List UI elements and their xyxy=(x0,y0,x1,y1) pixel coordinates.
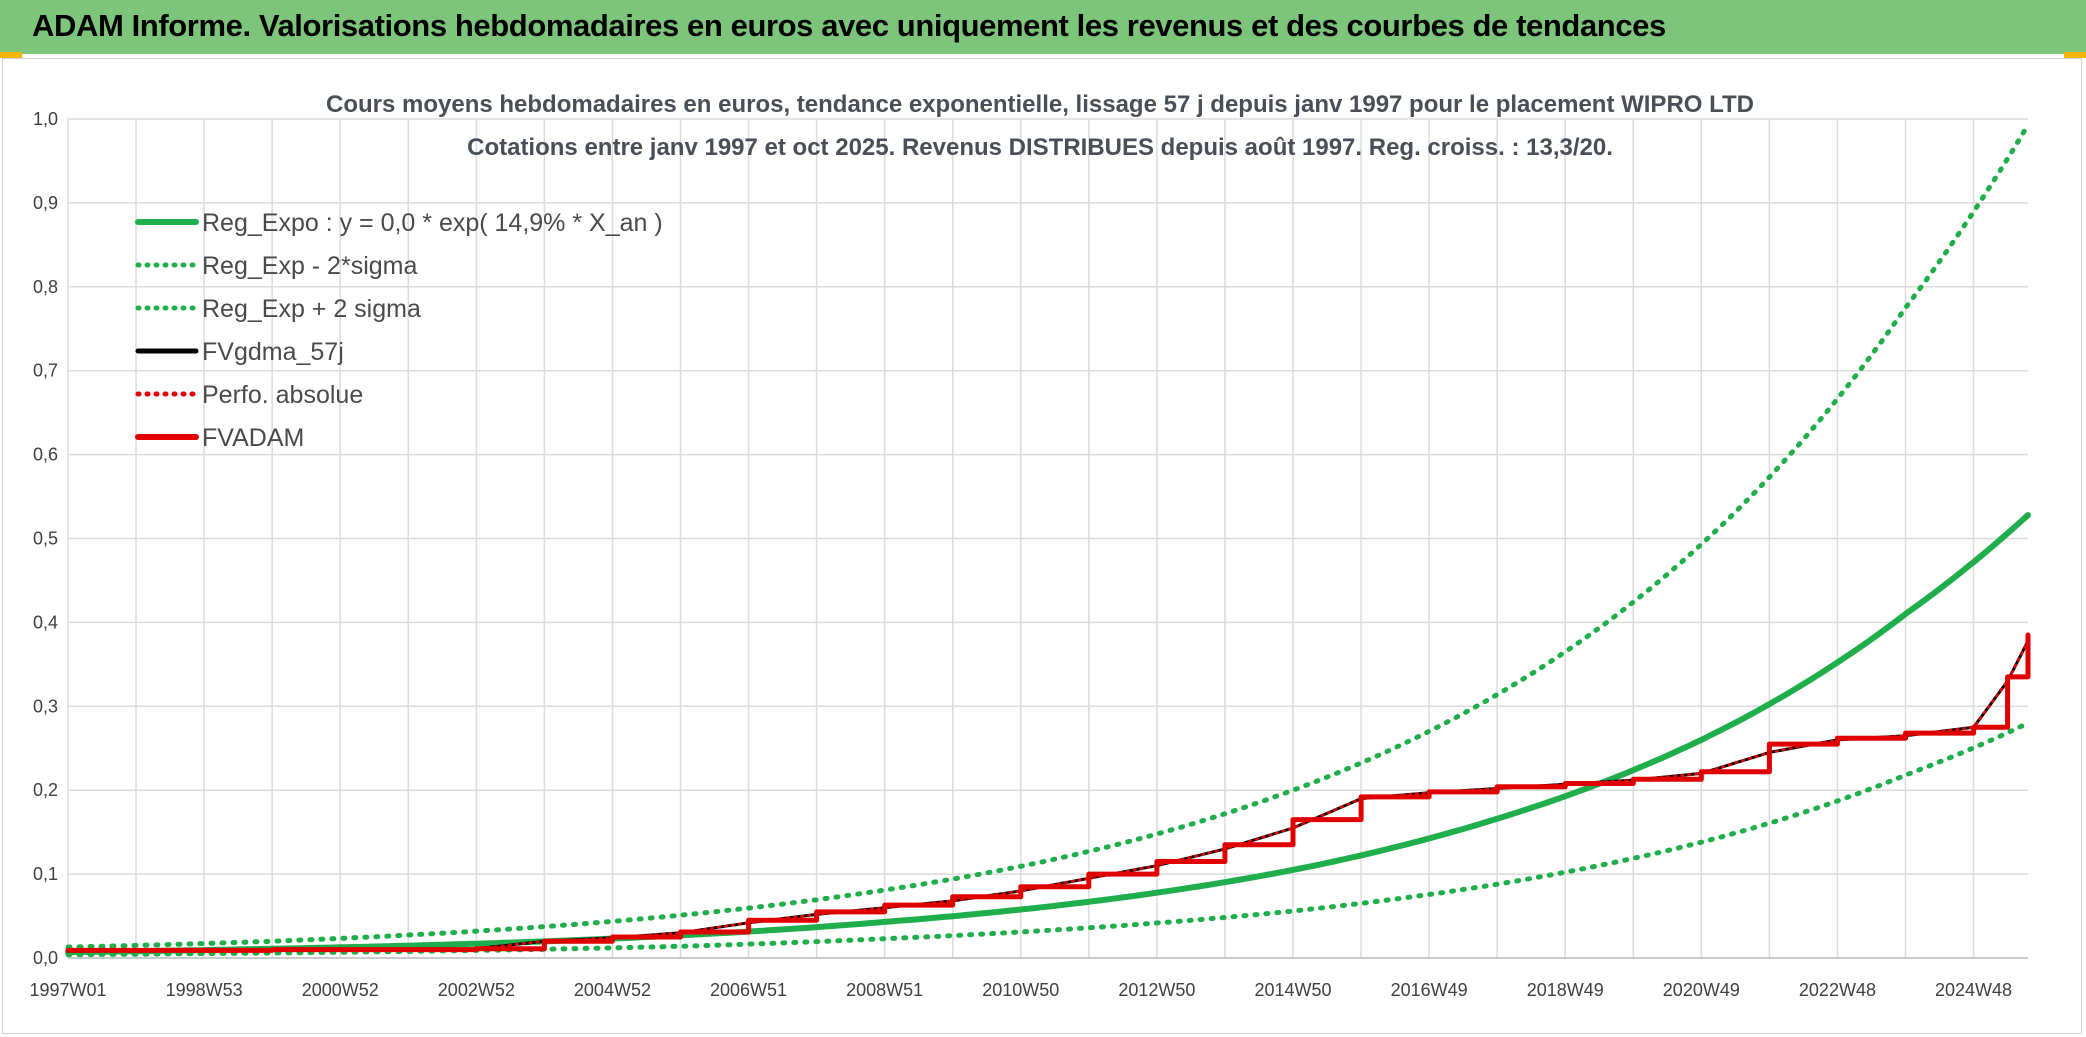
x-tick-label: 1997W01 xyxy=(29,980,106,1000)
legend-label: Perfo. absolue xyxy=(202,381,363,409)
series-line-reg-exp-2-sigma xyxy=(65,122,2031,950)
y-tick-label: 0,3 xyxy=(33,696,58,716)
x-tick-label: 2004W52 xyxy=(574,980,651,1000)
x-tick-label: 2024W48 xyxy=(1935,980,2012,1000)
legend-label: Reg_Expo : y = 0,0 * exp( 14,9% * X_an ) xyxy=(202,209,663,237)
x-tick-label: 2018W49 xyxy=(1527,980,1604,1000)
y-tick-label: 1,0 xyxy=(33,109,58,129)
x-tick-label: 2022W48 xyxy=(1799,980,1876,1000)
y-tick-label: 0,2 xyxy=(33,780,58,800)
series-line-reg-expo xyxy=(65,512,2031,956)
y-tick-label: 0,8 xyxy=(33,277,58,297)
chart-legend: Reg_Expo : y = 0,0 * exp( 14,9% * X_an )… xyxy=(135,209,663,452)
x-tick-label: 2016W49 xyxy=(1391,980,1468,1000)
legend-label: Reg_Exp + 2 sigma xyxy=(202,295,421,323)
y-tick-label: 0,7 xyxy=(33,361,58,381)
y-tick-label: 0,1 xyxy=(33,864,58,884)
chart-title-line2: Cotations entre janv 1997 et oct 2025. R… xyxy=(467,134,1613,161)
chart-frame xyxy=(2,58,2082,1034)
header-banner: ADAM Informe. Valorisations hebdomadaire… xyxy=(0,0,2086,54)
x-tick-label: 2012W50 xyxy=(1118,980,1195,1000)
chart-series xyxy=(65,122,2031,958)
y-tick-label: 0,5 xyxy=(33,529,58,549)
y-tick-label: 0,6 xyxy=(33,445,58,465)
legend-label: FVADAM xyxy=(202,424,304,452)
axis-ticks: 0,0 0,1 0,2 0,3 0,4 0,5 0,6 0,7 0,8 0,9 1,0 1997W01… xyxy=(29,109,2012,1000)
x-tick-label: 2000W52 xyxy=(302,980,379,1000)
x-tick-label: 2020W49 xyxy=(1663,980,1740,1000)
x-tick-label: 2008W51 xyxy=(846,980,923,1000)
y-tick-label: 0,0 xyxy=(33,948,58,968)
legend-label: Reg_Exp - 2*sigma xyxy=(202,252,417,280)
chart-title-line1: Cours moyens hebdomadaires en euros, ten… xyxy=(326,91,1754,118)
series-line-reg-exp-2-sigma xyxy=(65,720,2031,958)
corner-accent-left xyxy=(0,52,22,58)
x-tick-label: 2002W52 xyxy=(438,980,515,1000)
series-line-fvadam xyxy=(65,632,2031,953)
x-tick-label: 2010W50 xyxy=(982,980,1059,1000)
y-tick-label: 0,4 xyxy=(33,612,58,632)
x-tick-label: 2006W51 xyxy=(710,980,787,1000)
legend-label: FVgdma_57j xyxy=(202,338,344,366)
page-title: ADAM Informe. Valorisations hebdomadaire… xyxy=(32,8,1666,43)
x-tick-label: 2014W50 xyxy=(1254,980,1331,1000)
x-tick-label: 1998W53 xyxy=(166,980,243,1000)
corner-accent-right xyxy=(2064,52,2086,58)
y-tick-label: 0,9 xyxy=(33,193,58,213)
